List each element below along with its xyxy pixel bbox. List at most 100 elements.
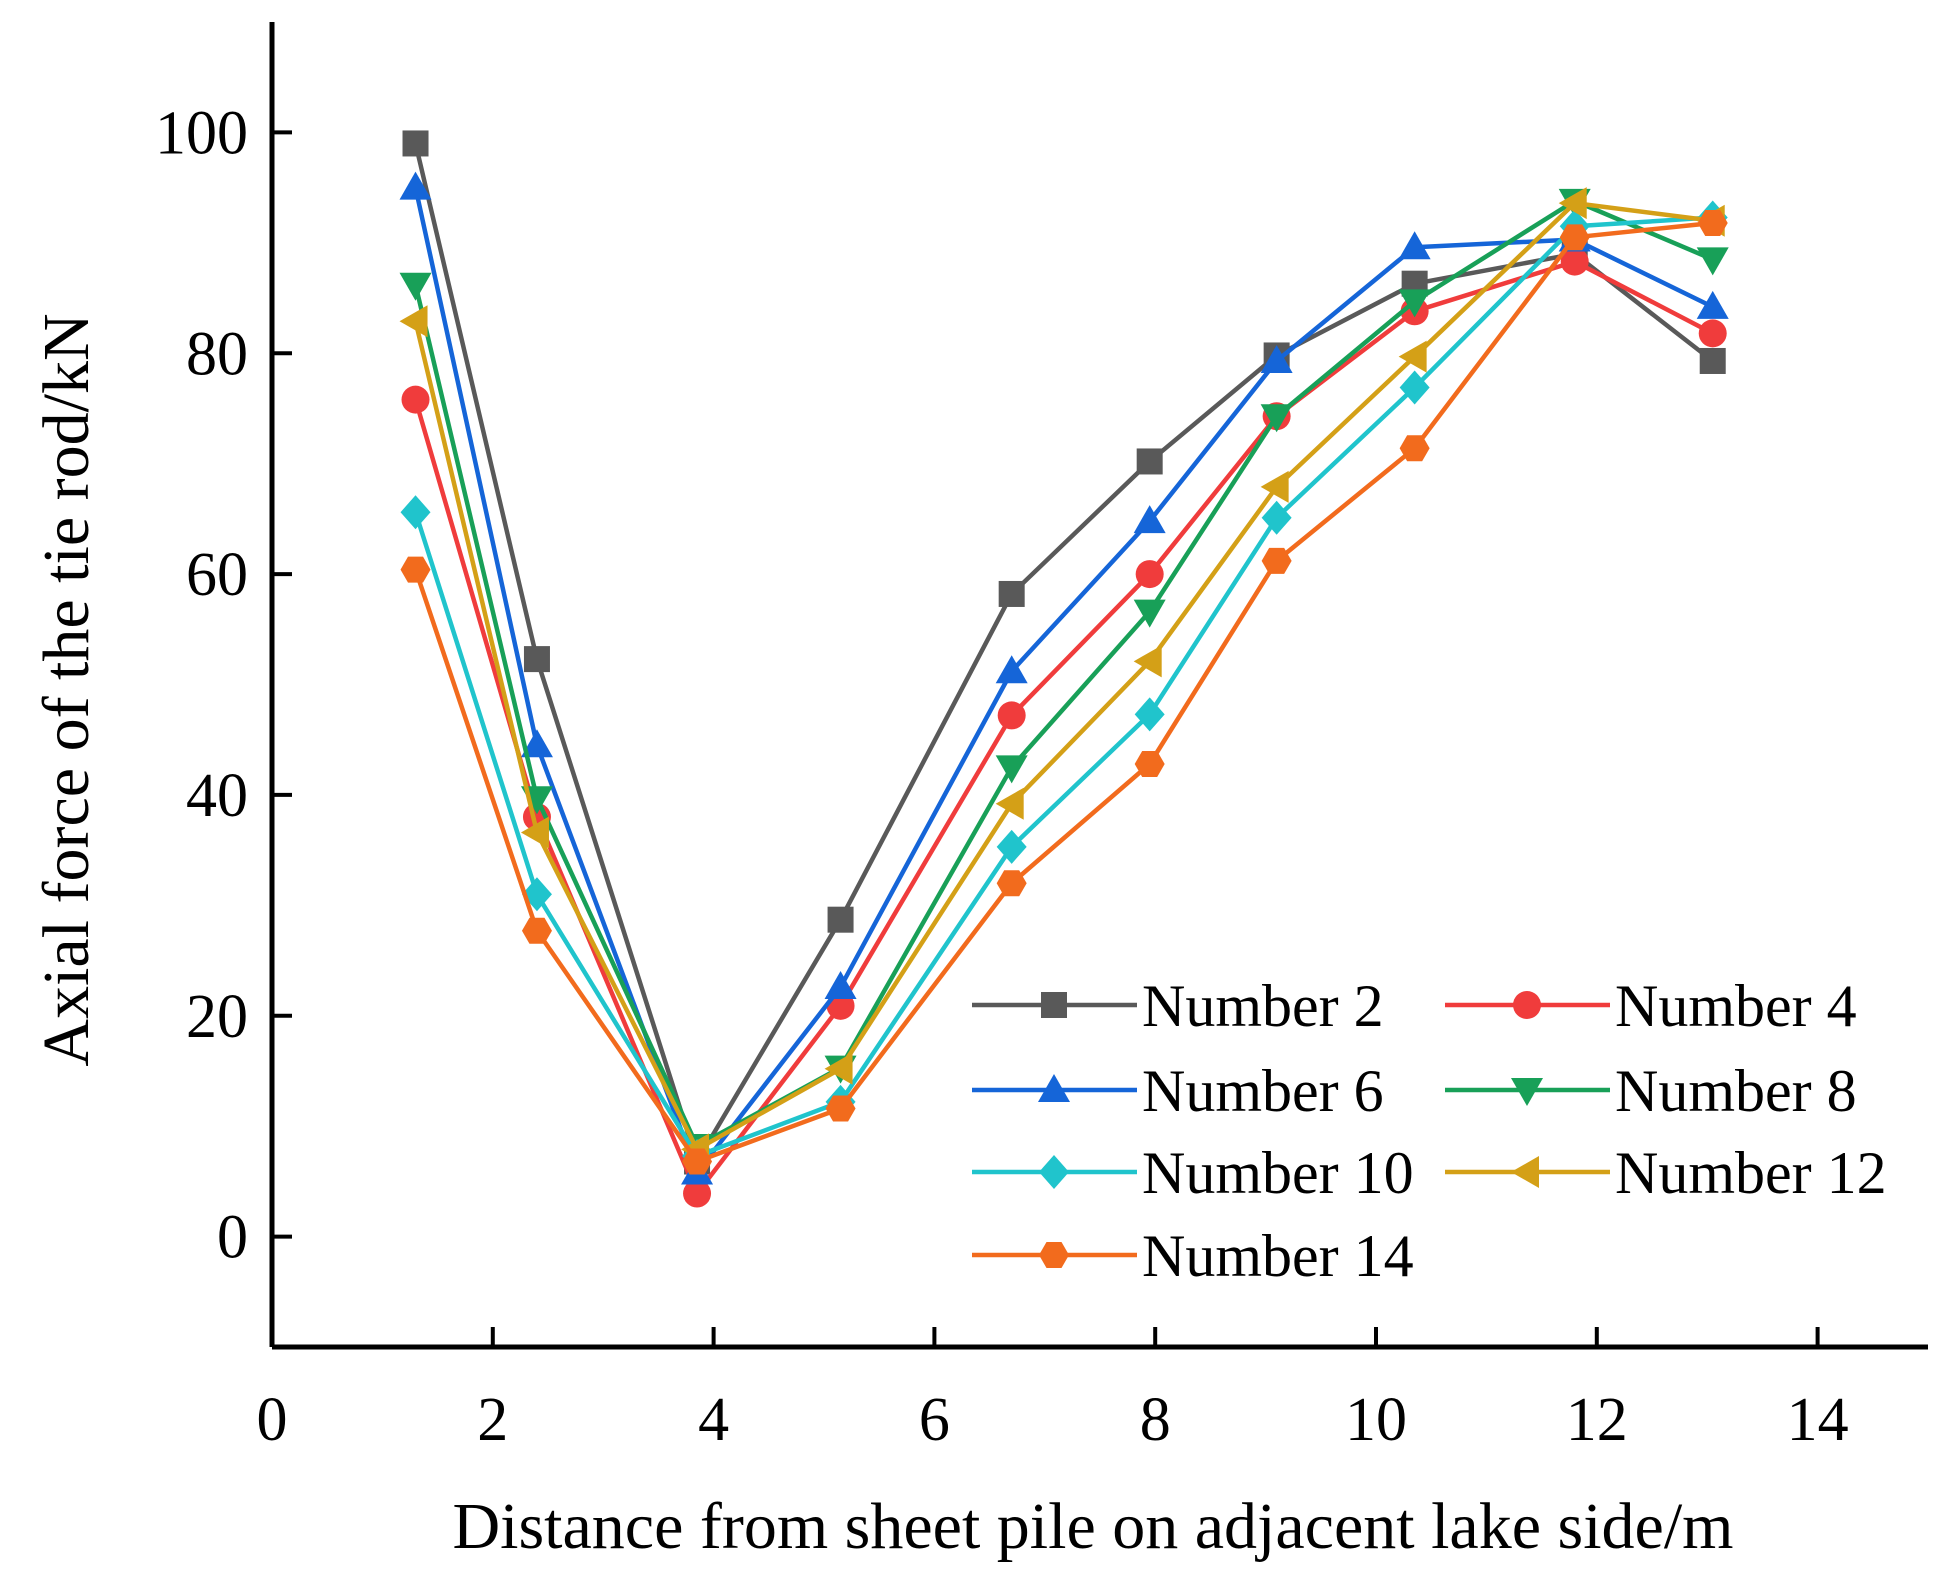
data-point	[1136, 448, 1163, 475]
series-line	[413, 220, 1713, 1164]
y-ticks: 0 20 40 60 80 100	[155, 99, 292, 1272]
data-point	[1558, 187, 1587, 220]
legend-marker	[1041, 992, 1067, 1018]
data-point	[1698, 319, 1727, 348]
legend-label: Number 2	[1142, 973, 1384, 1039]
x-tick-label: 10	[1345, 1386, 1407, 1454]
data-point	[1260, 404, 1293, 433]
legend-marker	[1039, 1155, 1069, 1189]
series-line	[413, 187, 1714, 1175]
series-layer	[399, 130, 1729, 1208]
x-axis-label: Distance from sheet pile on adjacent lak…	[452, 1490, 1733, 1563]
data-point	[402, 130, 429, 157]
legend-marker	[1511, 1156, 1539, 1188]
legend-item: Number 14	[972, 1223, 1414, 1289]
data-point	[825, 1095, 856, 1122]
data-point	[1260, 344, 1293, 373]
x-tick-label: 14	[1787, 1386, 1849, 1454]
legend-item: Number 8	[1445, 1058, 1857, 1124]
data-point	[1399, 370, 1430, 405]
y-tick-label: 0	[217, 1204, 248, 1272]
y-tick-label: 20	[186, 983, 248, 1051]
data-point	[401, 385, 430, 414]
data-point	[1261, 547, 1292, 574]
data-point	[1398, 289, 1431, 318]
data-point	[1260, 470, 1289, 503]
legend-label: Number 12	[1615, 1140, 1887, 1206]
data-point	[1559, 224, 1590, 251]
data-point	[520, 816, 549, 849]
series-number-6	[399, 171, 1729, 1185]
legend-label: Number 6	[1142, 1058, 1384, 1124]
legend-marker	[1511, 1078, 1543, 1106]
data-point	[683, 1179, 712, 1208]
series-number-4	[401, 247, 1727, 1208]
y-tick-label: 60	[186, 541, 248, 609]
y-tick-label: 40	[186, 762, 248, 830]
data-point	[399, 272, 432, 301]
data-point	[1133, 599, 1166, 628]
legend-item: Number 10	[972, 1140, 1414, 1206]
data-point	[1560, 247, 1589, 276]
legend-item: Number 2	[972, 973, 1384, 1039]
data-point	[995, 755, 1028, 784]
legend-label: Number 8	[1615, 1058, 1857, 1124]
legend-label: Number 10	[1142, 1140, 1414, 1206]
data-point	[1134, 751, 1165, 777]
data-point	[400, 556, 431, 583]
series-number-10	[400, 200, 1728, 1173]
data-point	[1135, 560, 1164, 589]
data-point	[998, 580, 1025, 607]
data-point	[1398, 340, 1427, 373]
y-tick-label: 80	[186, 320, 248, 388]
data-point	[521, 917, 552, 944]
data-point	[682, 1148, 713, 1175]
legend-marker	[1513, 991, 1541, 1019]
data-point	[1696, 290, 1729, 319]
data-point	[1133, 645, 1162, 678]
data-point	[1133, 505, 1166, 534]
x-tick-label: 12	[1566, 1386, 1628, 1454]
legend-marker	[1038, 1074, 1070, 1102]
data-point	[1134, 697, 1165, 732]
data-point	[827, 906, 854, 933]
x-tick-label: 8	[1140, 1386, 1171, 1454]
data-point	[824, 971, 857, 1000]
data-point	[997, 701, 1026, 730]
series-line	[413, 259, 1714, 1196]
data-point	[1697, 209, 1728, 236]
legend-marker	[1039, 1242, 1069, 1268]
data-point	[996, 870, 1027, 897]
data-point	[1696, 247, 1729, 276]
data-point	[995, 787, 1024, 820]
y-tick-label: 100	[155, 99, 248, 167]
legend-label: Number 14	[1142, 1223, 1414, 1289]
x-tick-label: 6	[919, 1386, 950, 1454]
legend-label: Number 4	[1615, 973, 1857, 1039]
data-point	[1261, 500, 1292, 535]
series-number-14	[400, 209, 1728, 1175]
data-point	[523, 646, 550, 673]
series-line	[413, 200, 1714, 1152]
series-line	[413, 142, 1715, 1164]
x-tick-label: 0	[257, 1386, 288, 1454]
data-point	[399, 305, 428, 338]
data-point	[520, 729, 553, 758]
axes	[269, 22, 1928, 1350]
y-axis-label: Axial force of the tie rod/kN	[30, 313, 103, 1066]
legend-item: Number 12	[1445, 1140, 1887, 1206]
data-point	[1399, 435, 1430, 462]
data-point	[399, 171, 432, 200]
legend-item: Number 6	[972, 1058, 1384, 1124]
data-point	[996, 829, 1027, 864]
legend: Number 2 Number 4 Number 6 Number 8 Number 1…	[972, 973, 1887, 1289]
series-line	[413, 215, 1713, 1159]
legend-item: Number 4	[1445, 973, 1857, 1039]
x-tick-label: 2	[477, 1386, 508, 1454]
x-tick-label: 4	[698, 1386, 729, 1454]
series-line	[413, 198, 1714, 1149]
data-point	[1699, 347, 1726, 374]
data-point	[824, 1052, 853, 1085]
x-ticks: 0 2 4 6 8 10 12 14	[257, 1327, 1849, 1454]
